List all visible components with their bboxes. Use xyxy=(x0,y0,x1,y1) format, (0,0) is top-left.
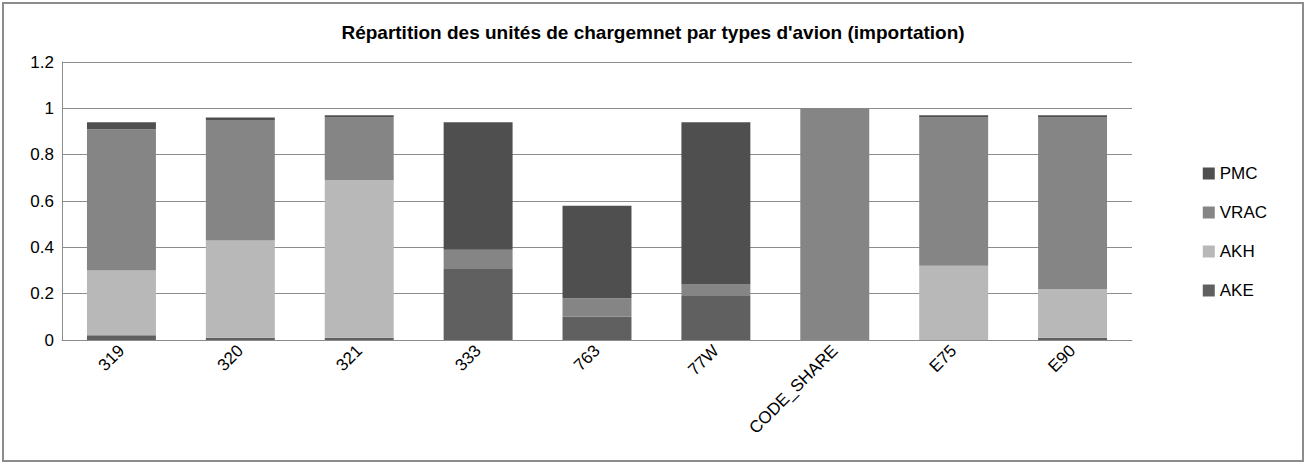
svg-text:1: 1 xyxy=(45,99,54,118)
svg-text:AKH: AKH xyxy=(1220,242,1255,261)
svg-text:333: 333 xyxy=(451,341,484,374)
svg-text:320: 320 xyxy=(214,341,247,374)
svg-text:77W: 77W xyxy=(684,341,722,379)
svg-text:AKE: AKE xyxy=(1220,281,1254,300)
svg-text:0.8: 0.8 xyxy=(30,145,54,164)
svg-text:PMC: PMC xyxy=(1220,164,1258,183)
svg-text:763: 763 xyxy=(570,341,603,374)
svg-text:VRAC: VRAC xyxy=(1220,203,1267,222)
svg-text:0.2: 0.2 xyxy=(30,284,54,303)
svg-text:E90: E90 xyxy=(1044,341,1079,376)
svg-text:0.6: 0.6 xyxy=(30,192,54,211)
svg-text:0: 0 xyxy=(45,331,54,350)
svg-text:E75: E75 xyxy=(926,341,961,376)
svg-text:321: 321 xyxy=(332,341,365,374)
svg-text:0.4: 0.4 xyxy=(30,238,54,257)
svg-text:1.2: 1.2 xyxy=(30,53,54,72)
svg-text:Répartition des unités de char: Répartition des unités de chargemnet par… xyxy=(341,22,964,43)
svg-text:CODE_SHARE: CODE_SHARE xyxy=(745,341,841,437)
svg-text:319: 319 xyxy=(95,341,128,374)
